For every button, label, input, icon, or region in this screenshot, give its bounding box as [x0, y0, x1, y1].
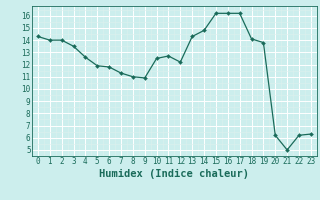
X-axis label: Humidex (Indice chaleur): Humidex (Indice chaleur)	[100, 169, 249, 179]
